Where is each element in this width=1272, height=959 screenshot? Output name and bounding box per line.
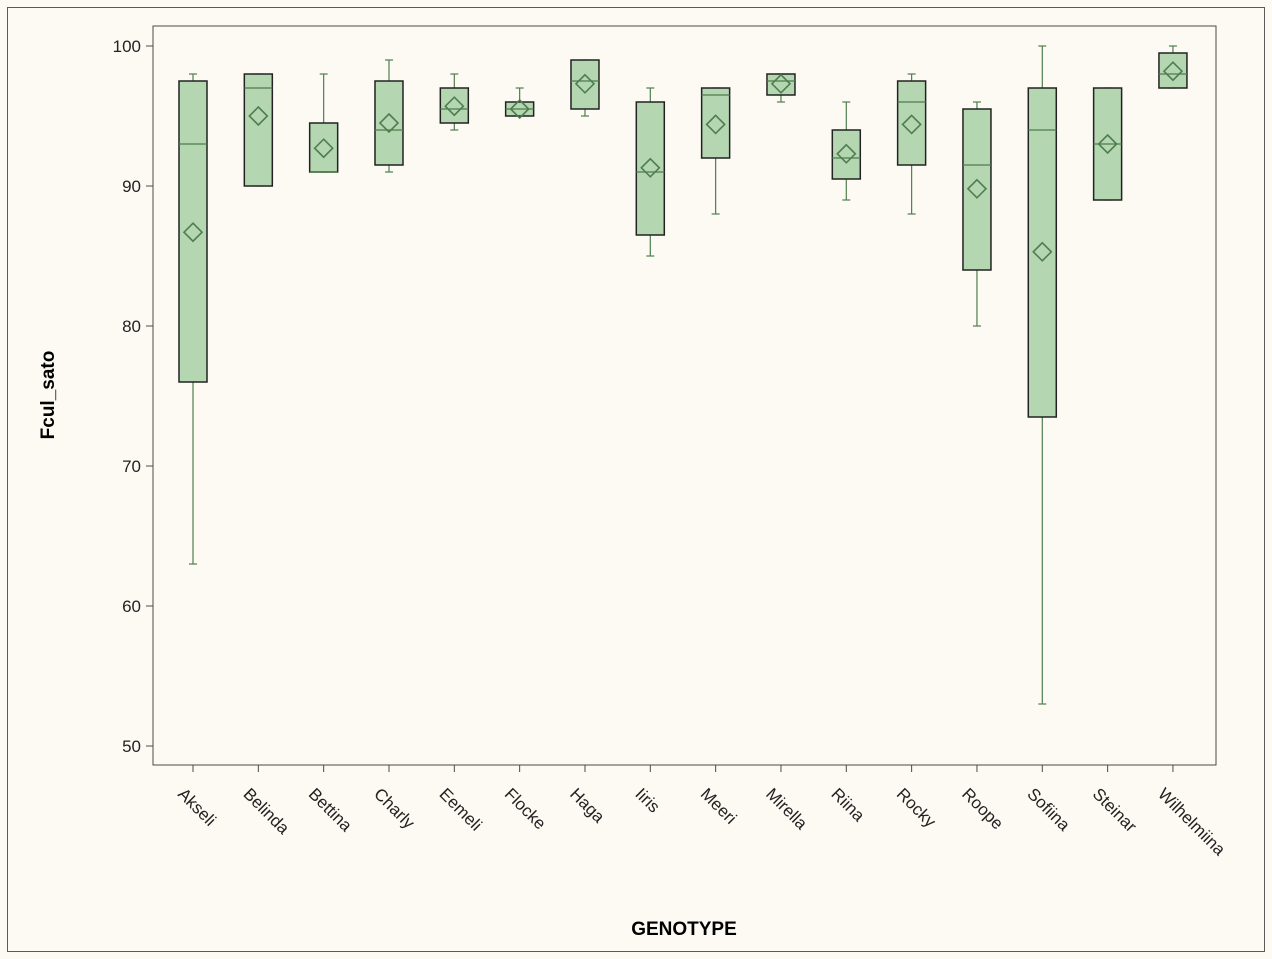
mean-marker-wilhelmiina (1162, 61, 1184, 82)
mean-marker-flocke (509, 98, 530, 120)
mean-marker-sofiina (1032, 241, 1053, 262)
y-tick-label-50: 50 (122, 737, 141, 756)
x-tick-label-akseli: Akseli (174, 784, 220, 830)
mean-marker-bettina (313, 138, 334, 159)
box-group-akseli (178, 73, 208, 565)
x-axis: Akseli Belinda Bettina Charly Eemeli Flocke Ha… (174, 765, 1229, 860)
box-meeri (700, 87, 731, 159)
y-tick-label-70: 70 (122, 457, 141, 476)
mean-marker-haga (574, 73, 596, 94)
box-haga (570, 59, 600, 110)
box-wilhelmiina (1158, 52, 1188, 89)
box-akseli (178, 80, 208, 383)
mean-marker-steinar (1097, 133, 1118, 155)
mean-marker-iiris (640, 157, 661, 178)
mean-marker-eemeli (444, 96, 465, 117)
mean-marker-meeri (705, 114, 726, 135)
box-sofiina (1027, 87, 1058, 418)
box-group-iiris (635, 87, 666, 257)
box-group-riina (831, 101, 862, 201)
mean-marker-roope (966, 178, 988, 199)
y-tick-label-80: 80 (122, 317, 141, 336)
box-group-bettina (308, 73, 339, 173)
box-group-roope (962, 101, 992, 327)
box-bettina (308, 122, 339, 173)
x-tick-label-roope: Roope (958, 784, 1007, 833)
box-group-mirella (766, 73, 796, 103)
mean-marker-charly (378, 112, 400, 134)
box-group-rocky (896, 73, 927, 215)
box-group-eemeli (439, 73, 470, 131)
box-group-haga (570, 59, 600, 117)
x-tick-label-eemeli: Eemeli (435, 784, 485, 834)
x-tick-label-flocke: Flocke (501, 784, 550, 833)
mean-marker-belinda (248, 105, 269, 127)
y-axis: 50 60 70 80 90 100 (113, 37, 153, 756)
x-tick-label-belinda: Belinda (240, 784, 294, 838)
x-tick-label-rocky: Rocky (893, 784, 940, 831)
y-tick-label-100: 100 (113, 37, 141, 56)
y-axis-title: Fcul_sato (38, 351, 59, 440)
mean-marker-akseli (182, 222, 204, 243)
box-group-sofiina (1027, 45, 1058, 705)
mean-marker-riina (836, 143, 857, 164)
x-tick-label-bettina: Bettina (305, 784, 356, 835)
plot-area (152, 25, 1217, 766)
x-tick-label-charly: Charly (370, 784, 419, 833)
mean-marker-rocky (901, 114, 922, 135)
box-group-wilhelmiina (1158, 45, 1188, 89)
box-belinda (243, 73, 274, 187)
x-axis-title: GENOTYPE (631, 919, 737, 940)
box-riina (831, 129, 862, 180)
mean-marker-mirella (770, 73, 792, 94)
box-roope (962, 108, 992, 271)
box-eemeli (439, 87, 470, 124)
x-tick-label-sofiina: Sofiina (1023, 784, 1074, 835)
box-group-flocke (504, 87, 535, 120)
x-tick-label-haga: Haga (566, 784, 609, 827)
y-tick-label-60: 60 (122, 597, 141, 616)
x-tick-label-meeri: Meeri (697, 784, 740, 827)
y-tick-label-90: 90 (122, 177, 141, 196)
x-tick-label-steinar: Steinar (1089, 784, 1141, 836)
box-group-meeri (700, 87, 731, 215)
x-tick-label-iiris: Iiris (631, 784, 663, 816)
x-tick-label-mirella: Mirella (762, 784, 811, 833)
box-rocky (896, 80, 927, 166)
box-iiris (635, 101, 666, 236)
box-group-belinda (243, 73, 274, 187)
boxes-layer (178, 45, 1188, 705)
x-tick-label-wilhelmiina: Wilhelmiina (1154, 784, 1229, 859)
x-tick-label-riina: Riina (827, 784, 868, 825)
box-group-charly (374, 59, 404, 173)
box-group-steinar (1092, 87, 1123, 201)
